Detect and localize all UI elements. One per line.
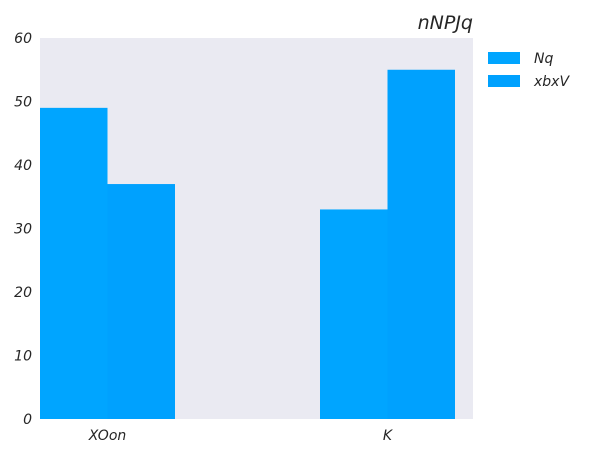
legend-label-xbxV: xbxV bbox=[533, 74, 570, 90]
bar-xbxV-K bbox=[387, 69, 455, 419]
chart-title: nNPJq bbox=[418, 12, 473, 34]
legend-label-Nq: Nq bbox=[534, 51, 553, 67]
x-tick-label: XOon bbox=[88, 428, 127, 444]
bars-layer bbox=[40, 69, 455, 419]
y-tick-label: 50 bbox=[14, 95, 32, 111]
legend-swatch-xbxV bbox=[488, 75, 520, 87]
x-axis-ticks: XOon K bbox=[88, 428, 394, 444]
y-tick-label: 30 bbox=[14, 222, 32, 238]
bar-xbxV-XOon bbox=[107, 184, 175, 419]
bar-Nq-XOon bbox=[40, 107, 108, 419]
y-tick-label: 40 bbox=[14, 158, 32, 174]
bar-Nq-K bbox=[320, 209, 388, 419]
y-tick-label: 20 bbox=[14, 285, 32, 301]
legend: Nq xbxV bbox=[488, 51, 570, 90]
y-axis-ticks: 0 10 20 30 40 50 60 bbox=[14, 31, 32, 428]
y-tick-label: 0 bbox=[23, 412, 32, 428]
y-tick-label: 10 bbox=[14, 349, 32, 365]
x-tick-label: K bbox=[383, 428, 394, 444]
y-tick-label: 60 bbox=[14, 31, 32, 47]
legend-swatch-Nq bbox=[488, 52, 520, 64]
